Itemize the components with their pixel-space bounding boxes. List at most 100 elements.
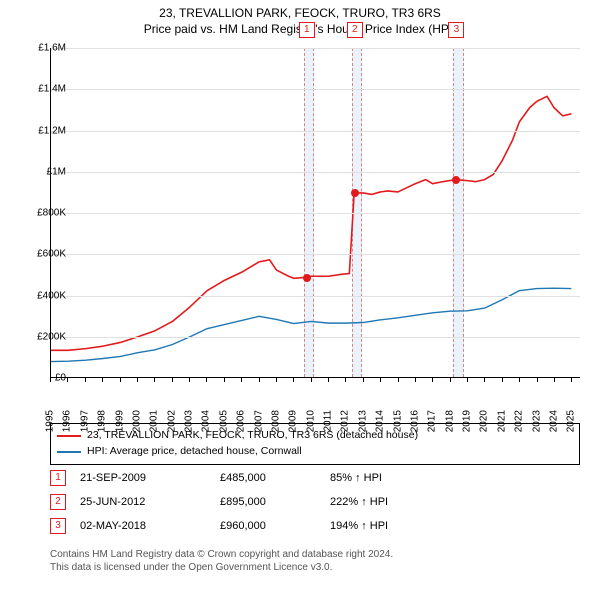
- x-axis-label: 2008: [270, 410, 281, 432]
- sale-price: £895,000: [220, 496, 330, 508]
- x-axis-label: 2005: [218, 410, 229, 432]
- gridline: [51, 89, 580, 90]
- x-axis-label: 2006: [236, 410, 247, 432]
- x-tick: [67, 378, 68, 382]
- x-tick: [328, 378, 329, 382]
- sale-date: 02-MAY-2018: [80, 520, 220, 532]
- x-axis-label: 1997: [79, 410, 90, 432]
- sale-marker: [452, 176, 460, 184]
- y-axis-label: £0: [55, 373, 66, 384]
- x-axis-label: 2015: [392, 410, 403, 432]
- sale-number: 3: [50, 518, 66, 534]
- y-axis-label: £1.2M: [38, 125, 66, 136]
- sale-date: 21-SEP-2009: [80, 472, 220, 484]
- gridline: [51, 296, 580, 297]
- sale-delta: 194% ↑ HPI: [330, 520, 580, 532]
- x-tick: [137, 378, 138, 382]
- chart-container: 23, TREVALLION PARK, FEOCK, TRURO, TR3 6…: [0, 0, 600, 590]
- sale-price: £485,000: [220, 472, 330, 484]
- x-tick: [432, 378, 433, 382]
- title-address: 23, TREVALLION PARK, FEOCK, TRURO, TR3 6…: [0, 6, 600, 22]
- x-tick: [259, 378, 260, 382]
- x-axis-label: 2009: [288, 410, 299, 432]
- x-axis-label: 2007: [253, 410, 264, 432]
- x-tick: [85, 378, 86, 382]
- sale-number: 1: [50, 470, 66, 486]
- y-axis-label: £800K: [37, 208, 66, 219]
- y-axis-label: £400K: [37, 290, 66, 301]
- x-tick: [519, 378, 520, 382]
- gridline: [51, 131, 580, 132]
- sale-row: 3 02-MAY-2018£960,000194% ↑ HPI: [50, 514, 580, 538]
- x-tick: [50, 378, 51, 382]
- gridline: [51, 254, 580, 255]
- x-axis-label: 2020: [479, 410, 490, 432]
- legend-item: HPI: Average price, detached house, Corn…: [57, 444, 573, 460]
- x-axis-label: 2021: [496, 410, 507, 432]
- sale-delta: 85% ↑ HPI: [330, 472, 580, 484]
- x-tick: [467, 378, 468, 382]
- footer-line2: This data is licensed under the Open Gov…: [50, 561, 580, 574]
- sale-date: 25-JUN-2012: [80, 496, 220, 508]
- x-tick: [102, 378, 103, 382]
- x-tick: [189, 378, 190, 382]
- x-axis-label: 2002: [166, 410, 177, 432]
- x-axis-label: 1995: [45, 410, 56, 432]
- plot-area: 123: [50, 48, 580, 378]
- sale-row: 1 21-SEP-2009£485,00085% ↑ HPI: [50, 466, 580, 490]
- sale-marker: [351, 189, 359, 197]
- x-tick: [154, 378, 155, 382]
- x-tick: [380, 378, 381, 382]
- y-axis-label: £1M: [47, 166, 66, 177]
- x-tick: [484, 378, 485, 382]
- sales-table: 1 21-SEP-2009£485,00085% ↑ HPI 2 25-JUN-201…: [50, 466, 580, 538]
- gridline: [51, 48, 580, 49]
- x-axis-label: 2017: [427, 410, 438, 432]
- x-axis-label: 2014: [375, 410, 386, 432]
- sale-row: 2 25-JUN-2012£895,000222% ↑ HPI: [50, 490, 580, 514]
- x-tick: [224, 378, 225, 382]
- x-tick: [398, 378, 399, 382]
- series-line: [51, 288, 571, 361]
- x-axis-label: 2013: [357, 410, 368, 432]
- legend-label: HPI: Average price, detached house, Corn…: [87, 444, 302, 460]
- x-axis-label: 2019: [462, 410, 473, 432]
- sale-number: 2: [50, 494, 66, 510]
- gridline: [51, 172, 580, 173]
- x-tick: [363, 378, 364, 382]
- x-tick: [554, 378, 555, 382]
- x-axis-label: 2018: [444, 410, 455, 432]
- footer-line1: Contains HM Land Registry data © Crown c…: [50, 548, 580, 561]
- footer-attribution: Contains HM Land Registry data © Crown c…: [50, 548, 580, 574]
- x-tick: [537, 378, 538, 382]
- sale-price: £960,000: [220, 520, 330, 532]
- x-tick: [345, 378, 346, 382]
- gridline: [51, 213, 580, 214]
- x-tick: [120, 378, 121, 382]
- y-axis-label: £1.4M: [38, 84, 66, 95]
- x-axis-label: 2023: [531, 410, 542, 432]
- sale-tag: 3: [448, 22, 464, 38]
- x-tick: [311, 378, 312, 382]
- sale-delta: 222% ↑ HPI: [330, 496, 580, 508]
- x-axis-label: 2000: [131, 410, 142, 432]
- x-axis-label: 2011: [323, 410, 334, 432]
- x-tick: [276, 378, 277, 382]
- x-tick: [415, 378, 416, 382]
- x-axis-label: 2012: [340, 410, 351, 432]
- legend-swatch: [57, 435, 81, 437]
- x-tick: [293, 378, 294, 382]
- x-axis-label: 2004: [201, 410, 212, 432]
- x-axis-label: 2022: [514, 410, 525, 432]
- gridline: [51, 337, 580, 338]
- sale-tag: 2: [347, 22, 363, 38]
- x-axis-label: 2001: [149, 410, 160, 432]
- x-tick: [571, 378, 572, 382]
- y-axis-label: £1.6M: [38, 43, 66, 54]
- x-axis-label: 1996: [62, 410, 73, 432]
- y-axis-label: £600K: [37, 249, 66, 260]
- x-tick: [172, 378, 173, 382]
- x-axis-label: 1999: [114, 410, 125, 432]
- sale-tag: 1: [299, 22, 315, 38]
- x-axis-label: 2025: [566, 410, 577, 432]
